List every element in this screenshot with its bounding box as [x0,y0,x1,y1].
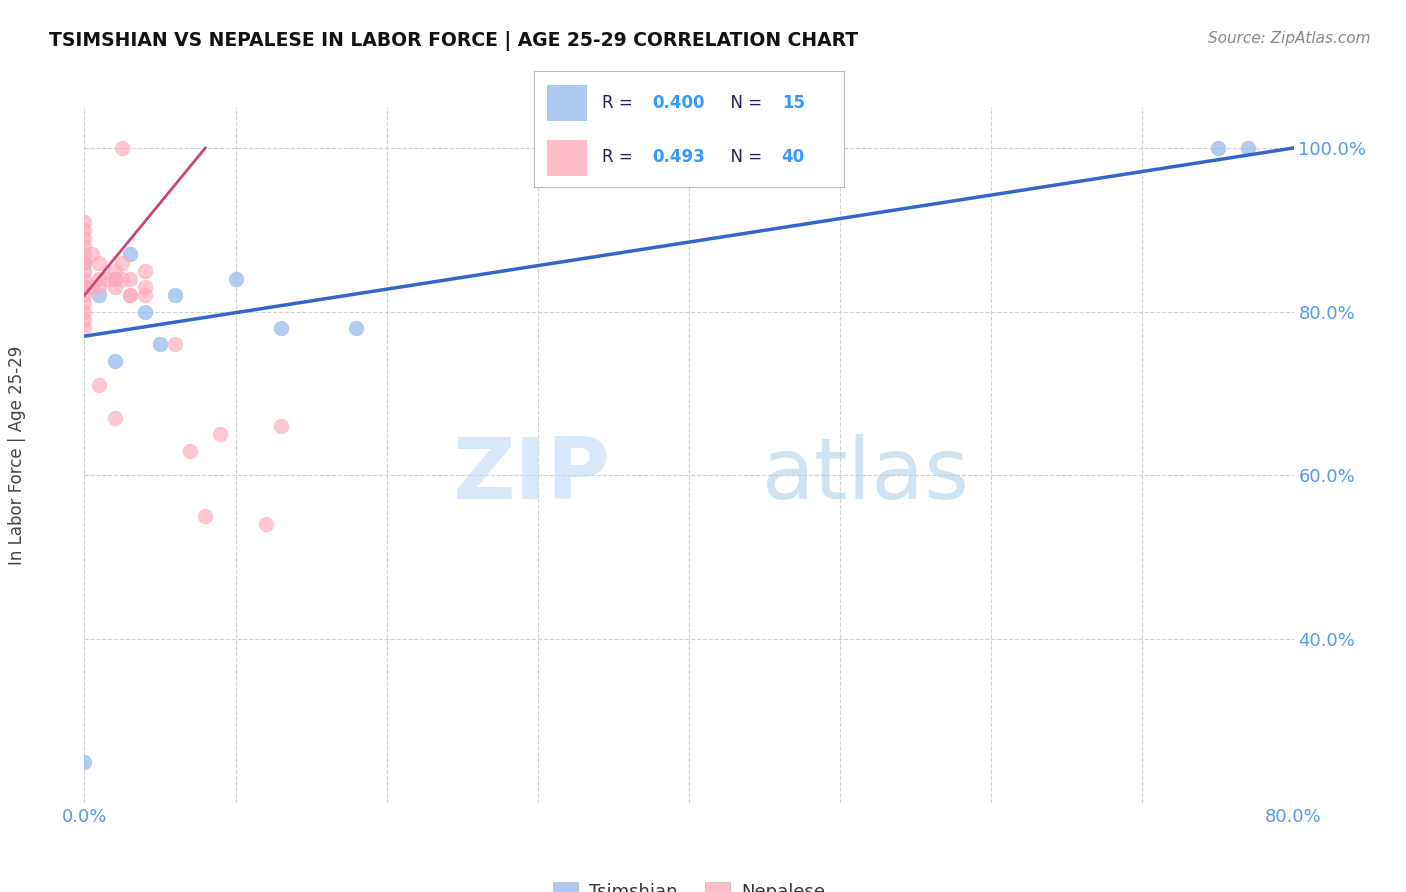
Point [104,353,127,368]
Point [89,288,111,302]
Legend: Tsimshian, Nepalese: Tsimshian, Nepalese [546,874,832,892]
Point [89,255,111,269]
Point [1237,141,1260,155]
Point [118,247,141,261]
Point [104,411,127,425]
Point [163,288,186,302]
Point [89,272,111,286]
Point [73,280,96,294]
Point [104,272,127,286]
Point [118,288,141,302]
Point [225,272,247,286]
Point [96,272,118,286]
Point [73,247,96,261]
Point [270,419,292,434]
Point [80,247,103,261]
Text: In Labor Force | Age 25-29: In Labor Force | Age 25-29 [8,345,25,565]
Point [346,321,368,335]
Point [73,755,96,769]
Point [73,239,96,253]
Point [73,272,96,286]
Point [73,255,96,269]
Point [73,321,96,335]
Text: atlas: atlas [762,434,970,517]
Point [149,337,172,351]
Text: 0.493: 0.493 [652,147,704,166]
Point [89,378,111,392]
Point [73,304,96,318]
Point [111,272,134,286]
Point [1206,141,1229,155]
Point [194,509,217,524]
Point [80,280,103,294]
Point [134,280,156,294]
Point [104,264,127,278]
Text: R =: R = [602,95,638,112]
Point [254,517,277,532]
Point [104,280,127,294]
Point [111,141,134,155]
Point [111,255,134,269]
FancyBboxPatch shape [547,86,586,121]
Text: 0.400: 0.400 [652,95,704,112]
Point [73,214,96,228]
Text: 15: 15 [782,95,804,112]
Point [134,304,156,318]
Point [73,280,96,294]
Point [73,296,96,310]
FancyBboxPatch shape [547,140,586,176]
Text: Source: ZipAtlas.com: Source: ZipAtlas.com [1208,31,1371,46]
Point [73,288,96,302]
Point [73,313,96,327]
Text: ZIP: ZIP [453,434,610,517]
Point [89,280,111,294]
Text: TSIMSHIAN VS NEPALESE IN LABOR FORCE | AGE 25-29 CORRELATION CHART: TSIMSHIAN VS NEPALESE IN LABOR FORCE | A… [49,31,858,51]
Text: N =: N = [720,95,768,112]
Point [179,443,201,458]
Point [118,272,141,286]
Point [163,337,186,351]
Point [134,264,156,278]
Point [118,288,141,302]
Text: 40: 40 [782,147,804,166]
Point [73,231,96,245]
Point [73,223,96,237]
Point [134,288,156,302]
Point [209,427,232,442]
Text: N =: N = [720,147,768,166]
Point [270,321,292,335]
Point [104,272,127,286]
Point [73,264,96,278]
Point [73,255,96,269]
Text: R =: R = [602,147,638,166]
